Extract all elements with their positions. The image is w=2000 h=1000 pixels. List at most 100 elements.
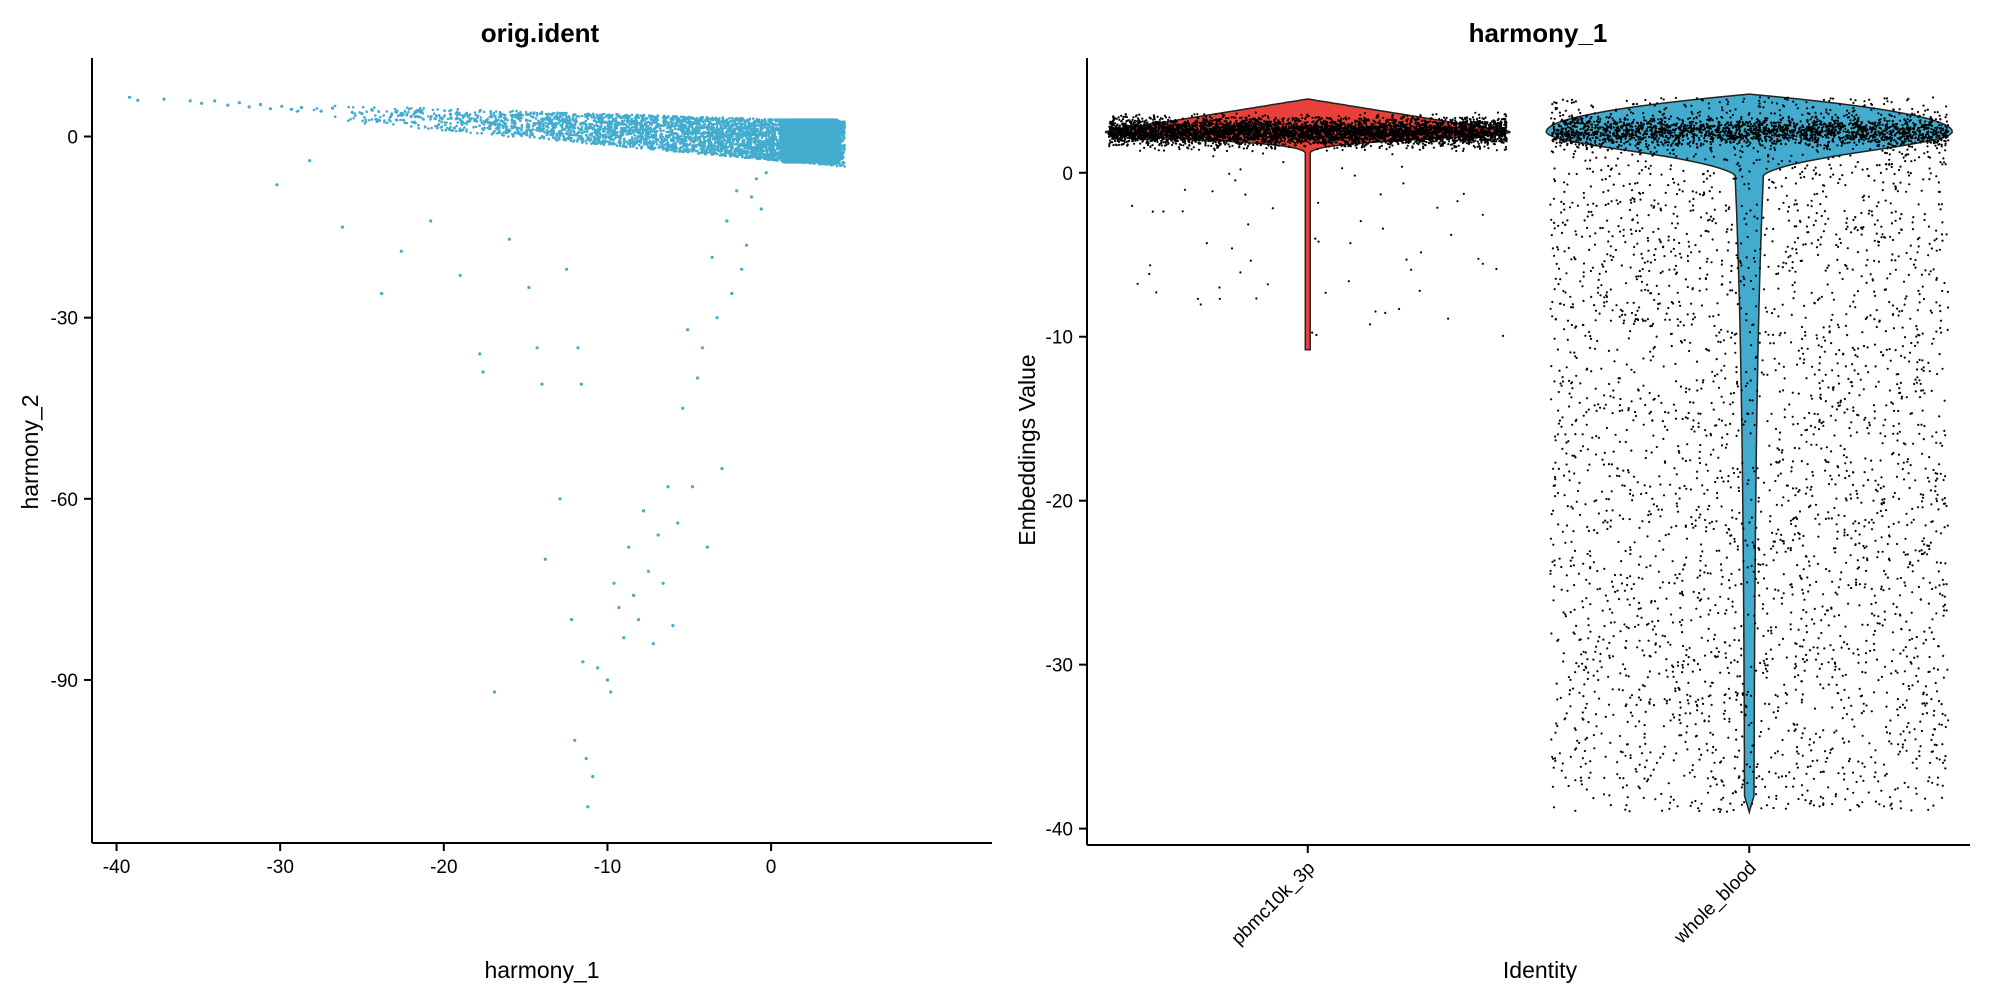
scatter-band-point xyxy=(685,139,688,142)
scatter-point xyxy=(705,545,709,549)
scatter-band-point xyxy=(734,154,738,158)
scatter-band-point xyxy=(724,148,728,151)
scatter-band-point xyxy=(734,117,738,120)
scatter-band-point xyxy=(640,146,643,149)
scatter-point-band xyxy=(289,104,846,168)
scatter-band-point xyxy=(535,111,539,115)
violin-jitter-point xyxy=(1324,291,1327,294)
scatter-band-point xyxy=(758,149,761,153)
scatter-band-point xyxy=(646,143,649,147)
scatter-band-point xyxy=(717,128,721,132)
scatter-band-point xyxy=(619,137,622,140)
scatter-band-point xyxy=(482,110,486,114)
scatter-band-point xyxy=(717,119,721,122)
scatter-band-point xyxy=(747,147,750,150)
scatter-band-point xyxy=(776,139,779,142)
scatter-point xyxy=(290,107,294,111)
scatter-band-point xyxy=(737,146,740,149)
scatter-band-point xyxy=(678,148,681,151)
scatter-point xyxy=(517,116,521,120)
scatter-band-point xyxy=(553,122,557,125)
scatter-band-point xyxy=(480,131,484,135)
scatter-band-point xyxy=(510,132,514,136)
scatter-band-point xyxy=(725,141,729,144)
scatter-point xyxy=(676,521,680,525)
scatter-band-point xyxy=(706,146,709,149)
scatter-band-point xyxy=(709,121,712,125)
scatter-band-point xyxy=(546,133,549,136)
scatter-band-point xyxy=(616,134,620,138)
scatter-band-point xyxy=(740,118,743,121)
scatter-band-point xyxy=(613,126,617,130)
scatter-band-point xyxy=(581,137,585,141)
scatter-point xyxy=(627,545,631,549)
scatter-band-point xyxy=(766,149,769,152)
scatter-band-point xyxy=(695,145,698,148)
scatter-band-point xyxy=(465,122,469,126)
scatter-band-point xyxy=(528,130,532,133)
scatter-band-point xyxy=(674,127,677,131)
scatter-band-point xyxy=(594,130,598,133)
violin-jitter-point xyxy=(1239,168,1242,171)
violin-jitter-point xyxy=(1462,192,1465,195)
scatter-band-point xyxy=(740,125,743,128)
scatter-band-point xyxy=(646,133,650,137)
scatter-panel: orig.ident -40 -30 -20 -10 0 0-30-60-90 harm… xyxy=(17,18,992,983)
scatter-band-point xyxy=(509,110,512,114)
scatter-band-point xyxy=(570,133,573,137)
scatter-band-point xyxy=(625,130,629,133)
scatter-point xyxy=(481,370,485,374)
scatter-band-point xyxy=(453,126,457,130)
scatter-band-point xyxy=(474,113,478,117)
scatter-y-ticks: 0-30-60-90 xyxy=(51,128,92,692)
scatter-band-point xyxy=(479,116,483,119)
scatter-points xyxy=(128,95,768,809)
scatter-y-tick-label: -30 xyxy=(51,309,78,330)
scatter-band-point xyxy=(525,131,528,134)
scatter-band-point xyxy=(413,115,417,119)
scatter-band-point xyxy=(490,121,494,125)
scatter-band-point xyxy=(755,134,758,138)
scatter-band-point xyxy=(655,120,658,123)
violin-panel: harmony_1 pbmc10k_3p whole_blood 0-10-20-… xyxy=(1014,18,1970,983)
scatter-band-point xyxy=(589,125,593,128)
scatter-band-point xyxy=(634,118,637,121)
scatter-band-point xyxy=(351,106,355,109)
scatter-band-point xyxy=(588,122,591,126)
scatter-band-point xyxy=(542,123,546,126)
scatter-band-point xyxy=(494,110,498,113)
scatter-band-point xyxy=(711,138,715,141)
scatter-band-point xyxy=(601,113,604,116)
scatter-point xyxy=(632,593,636,598)
scatter-band-point xyxy=(720,153,724,156)
scatter-band-point xyxy=(614,119,618,122)
scatter-band-point xyxy=(741,122,744,125)
scatter-band-point xyxy=(667,135,671,139)
scatter-band-point xyxy=(520,134,523,138)
scatter-band-point xyxy=(374,117,378,121)
scatter-band-point xyxy=(692,137,696,140)
scatter-point xyxy=(128,95,132,99)
scatter-band-point xyxy=(776,118,779,121)
scatter-band-point xyxy=(752,140,755,144)
scatter-x-tick-label: 0 xyxy=(766,857,777,878)
scatter-band-point xyxy=(673,145,676,149)
scatter-band-point xyxy=(775,147,779,151)
scatter-band-point xyxy=(417,126,421,130)
scatter-y-tick-label: -90 xyxy=(51,671,78,692)
scatter-band-point xyxy=(566,115,569,119)
scatter-band-point xyxy=(389,119,392,123)
scatter-band-point xyxy=(487,127,491,131)
violin-shape xyxy=(1545,93,1953,816)
scatter-band-point xyxy=(758,134,761,137)
scatter-band-point xyxy=(443,121,447,124)
scatter-band-point xyxy=(671,138,675,141)
scatter-band-point xyxy=(731,146,734,150)
scatter-band-point xyxy=(695,116,699,120)
scatter-band-point xyxy=(773,123,777,126)
scatter-band-point xyxy=(663,138,667,142)
scatter-band-point xyxy=(540,111,544,115)
scatter-band-point xyxy=(546,124,549,127)
scatter-band-point xyxy=(459,118,462,122)
scatter-band-point xyxy=(569,139,573,142)
